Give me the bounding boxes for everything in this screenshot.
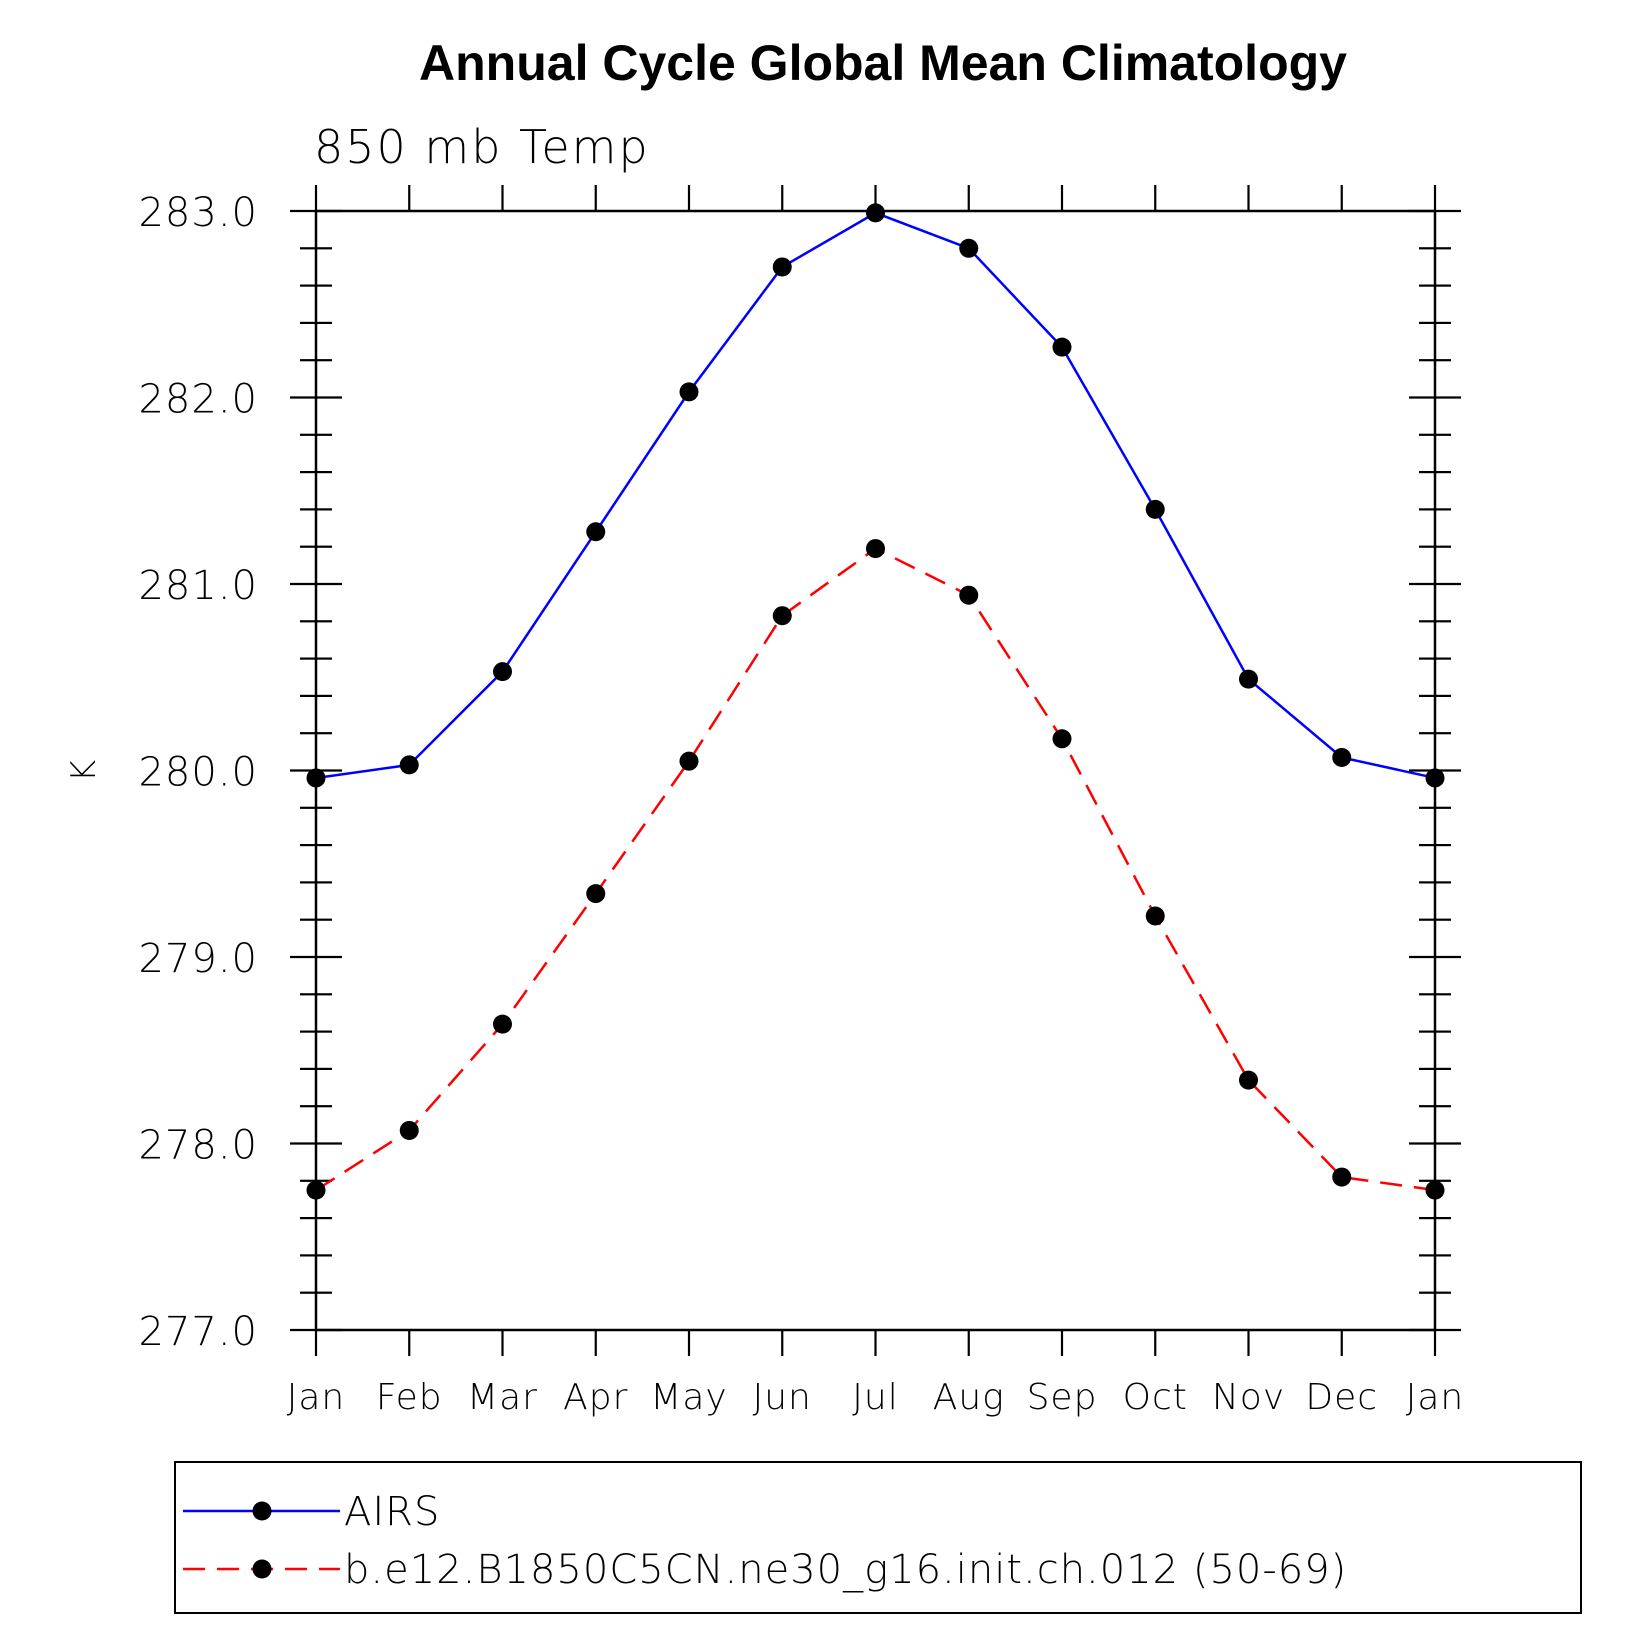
series-1-point — [306, 768, 326, 788]
series-2-point — [1145, 906, 1165, 926]
x-tick-label: Jun — [753, 1377, 812, 1418]
series-1-point — [399, 755, 419, 775]
legend-marker-1 — [252, 1501, 272, 1521]
x-tick-label: Feb — [376, 1377, 443, 1418]
x-tick-label: Jan — [1406, 1377, 1465, 1418]
series-2-point — [1052, 729, 1072, 749]
x-tick-label: Jan — [287, 1377, 346, 1418]
x-tick-label: Apr — [563, 1377, 628, 1418]
y-tick-label: 281.0 — [138, 563, 258, 609]
x-tick-label: Dec — [1305, 1377, 1378, 1418]
legend: AIRS b.e12.B1850C5CN.ne30_g16.init.ch.012… — [174, 1461, 1582, 1614]
plot-series — [306, 203, 1445, 1200]
series-2-point — [586, 884, 606, 904]
series-1-point — [1425, 768, 1445, 788]
legend-label-2: b.e12.B1850C5CN.ne30_g16.init.ch.012 (50… — [344, 1547, 1347, 1593]
series-1-point — [1332, 747, 1352, 767]
legend-label-1: AIRS — [344, 1489, 440, 1535]
series-2-point — [679, 751, 699, 771]
series-2-point — [866, 539, 885, 559]
chart-title: Annual Cycle Global Mean Climatology — [419, 35, 1347, 91]
series-1-point — [493, 662, 512, 682]
series-2-point — [959, 585, 979, 605]
series-1-point — [586, 522, 606, 542]
series-line-2 — [315, 547, 1436, 1192]
plot-axes: 283.0 282.0 281.0 280.0 279.0 278.0 277.0 Jan Fe… — [138, 185, 1465, 1418]
chart-subtitle: 850 mb Temp — [314, 120, 650, 174]
y-tick-label: 279.0 — [138, 936, 258, 982]
series-1-point — [1145, 499, 1165, 519]
x-tick-label: Oct — [1123, 1377, 1188, 1418]
series-2-point — [399, 1120, 419, 1140]
x-tick-label: Sep — [1027, 1377, 1098, 1418]
series-1-point — [1052, 337, 1072, 357]
plot-frame — [314, 209, 1437, 1332]
series-2-point — [1332, 1167, 1352, 1187]
x-tick-label: Mar — [467, 1377, 538, 1418]
y-tick-label: 277.0 — [138, 1309, 258, 1355]
legend-box — [174, 1461, 1582, 1614]
series-2-point — [772, 606, 792, 626]
y-tick-label: 282.0 — [138, 377, 258, 423]
y-tick-label: 278.0 — [138, 1123, 258, 1169]
y-tick-label: 283.0 — [138, 190, 258, 236]
y-axis-label: K — [64, 760, 104, 782]
series-2-point — [306, 1180, 326, 1200]
x-tick-label: Aug — [933, 1377, 1005, 1418]
series-2-point — [1239, 1070, 1258, 1090]
legend-marker-2 — [252, 1559, 272, 1579]
series-line-1 — [315, 211, 1436, 780]
series-2-point — [493, 1014, 512, 1034]
series-1-point — [959, 238, 979, 258]
x-tick-label: Nov — [1212, 1377, 1285, 1418]
x-tick-label: May — [650, 1377, 727, 1418]
series-1-point — [679, 382, 699, 402]
series-2-point — [1425, 1180, 1445, 1200]
y-tick-label: 280.0 — [138, 750, 258, 796]
series-1-point — [866, 203, 885, 223]
series-1-point — [1239, 669, 1258, 689]
series-1-point — [772, 257, 792, 277]
x-tick-label: Jul — [852, 1377, 898, 1418]
